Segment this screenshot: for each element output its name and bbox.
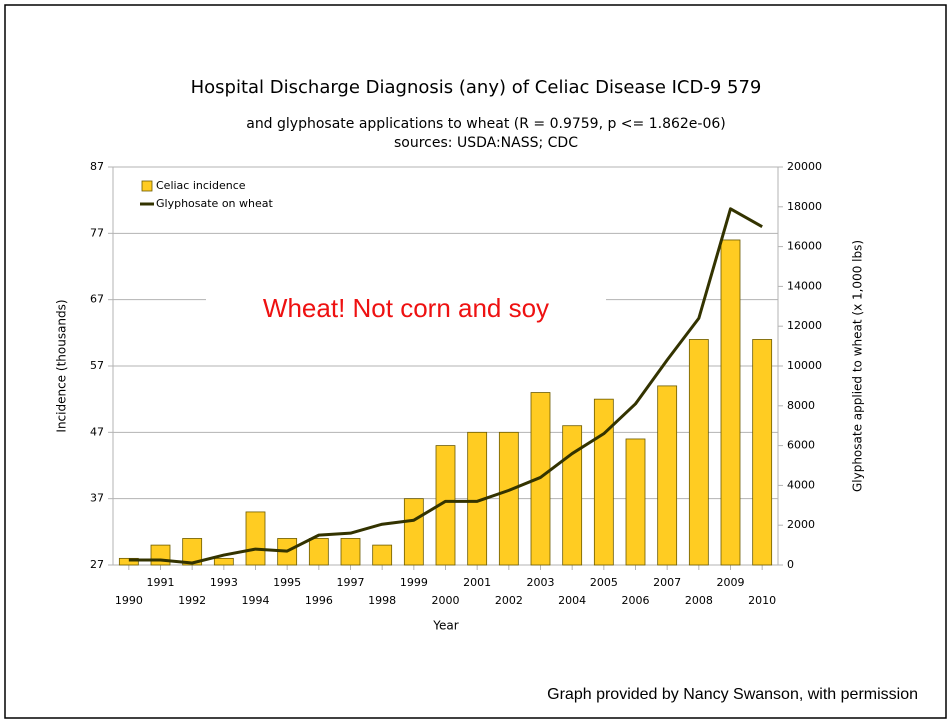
y-tick-label: 27 [90,558,104,571]
x-tick-label: 1994 [242,594,270,607]
annotation-bg [206,288,606,330]
footer: Graph provided by Nancy Swanson, with pe… [547,686,918,703]
y-axis-label: Incidence (thousands) [55,299,69,432]
x-tick-label: 2008 [685,594,713,607]
bar [562,425,583,566]
bar [688,339,709,566]
bar [213,557,234,566]
x-tick-label: 1997 [337,576,365,589]
annotation: Wheat! Not corn and soy [263,293,549,323]
y2-tick-label: 2000 [787,518,815,531]
bar [403,498,424,566]
x-tick-label: 1999 [400,576,428,589]
bar [182,538,203,566]
y-tick-label: 77 [90,226,104,239]
chart-title: Hospital Discharge Diagnosis (any) of Ce… [191,77,762,98]
legend-label: Glyphosate on wheat [156,197,273,210]
y-tick-label: 57 [90,359,104,372]
y-tick-label: 67 [90,293,104,306]
y-tick-label: 37 [90,492,104,505]
x-tick-label: 2003 [527,576,555,589]
y2-tick-label: 18000 [787,200,822,213]
x-tick-label: 1998 [368,594,396,607]
legend-label: Celiac incidence [156,179,246,192]
y-tick-label: 47 [90,425,104,438]
x-tick-label: 2001 [463,576,491,589]
x-tick-label: 2000 [432,594,460,607]
x-tick-label: 2006 [622,594,650,607]
line [128,207,763,565]
x-tick-label: 1992 [178,594,206,607]
x-tick-label: 2010 [748,594,776,607]
x-axis-label: Year [432,619,458,633]
bar [752,339,773,566]
y2-tick-label: 20000 [787,160,822,173]
bar [498,431,519,566]
x-tick-label: 2002 [495,594,523,607]
x-tick-label: 1991 [147,576,175,589]
x-tick-label: 1993 [210,576,238,589]
y2-tick-label: 12000 [787,319,822,332]
x-tick-label: 2004 [558,594,586,607]
y-tick-label: 87 [90,160,104,173]
x-tick-label: 1990 [115,594,143,607]
bar [657,385,678,566]
frame [4,4,947,719]
legend-swatch [141,180,153,192]
x-tick-label: 1996 [305,594,333,607]
bar [372,544,393,566]
subtitle: sources: USDA:NASS; CDC [394,135,578,151]
x-tick-label: 2007 [653,576,681,589]
y2-tick-label: 16000 [787,240,822,253]
bar [593,398,614,566]
subtitle: and glyphosate applications to wheat (R … [246,116,726,132]
y2-tick-label: 4000 [787,478,815,491]
y2-axis-label: Glyphosate applied to wheat (x 1,000 lbs… [851,240,865,492]
x-tick-label: 1995 [273,576,301,589]
x-tick-label: 2009 [717,576,745,589]
bar [720,239,741,566]
bar [340,538,361,566]
y2-tick-label: 8000 [787,399,815,412]
y2-tick-label: 14000 [787,279,822,292]
x-tick-label: 2005 [590,576,618,589]
bar [625,438,646,566]
y2-tick-label: 0 [787,558,794,571]
bar [245,511,266,566]
y2-tick-label: 6000 [787,439,815,452]
y2-tick-label: 10000 [787,359,822,372]
bar [308,538,329,566]
bar [118,557,139,566]
